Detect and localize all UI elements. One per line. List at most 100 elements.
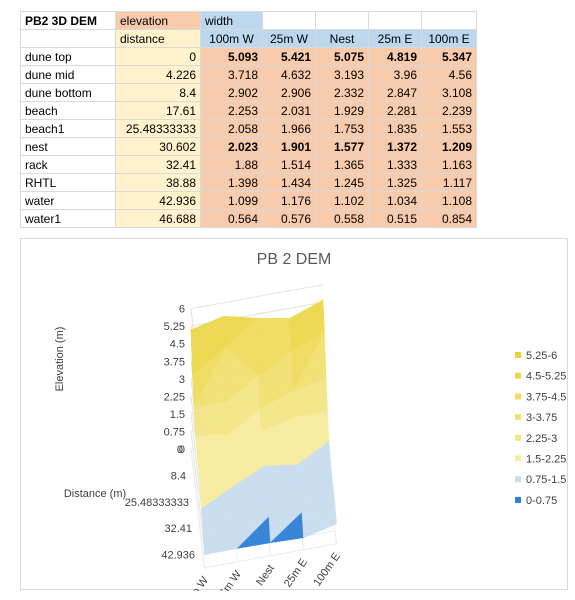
elevation-cell: 1.398	[200, 173, 263, 192]
z-tick-label: 6	[179, 304, 185, 316]
elevation-cell: 2.058	[200, 119, 263, 138]
elevation-cell: 1.245	[315, 173, 369, 192]
elevation-cell: 4.819	[368, 47, 422, 66]
elevation-cell: 2.281	[368, 101, 422, 120]
distance-cell: 4.226	[115, 65, 201, 84]
legend-swatch	[515, 496, 521, 503]
depth-tick-label: 32.41	[164, 523, 192, 535]
distance-header: distance	[115, 29, 201, 48]
table-row: beach 17.61 2.253 2.031 1.929 2.281 2.239	[20, 101, 477, 120]
legend-swatch	[515, 352, 521, 358]
z-tick-label: 1.5	[170, 409, 185, 421]
distance-cell: 17.61	[115, 101, 201, 120]
surface-chart: PB 2 DEM00.751.52.2533.754.55.25608.425.…	[54, 251, 566, 591]
elevation-cell: 1.835	[368, 119, 422, 138]
legend-swatch	[515, 455, 521, 462]
depth-axis-title: Distance (m)	[64, 488, 126, 500]
depth-tick-label: 0	[177, 444, 183, 456]
legend-swatch	[515, 434, 521, 441]
elevation-cell: 0.564	[200, 209, 263, 228]
legend-item: 0-0.75	[526, 495, 557, 507]
elevation-cell: 1.434	[262, 173, 316, 192]
elevation-cell: 1.209	[421, 137, 477, 156]
elevation-cell: 1.102	[315, 191, 369, 210]
table-row: dune top 0 5.093 5.421 5.075 4.819 5.347	[20, 47, 477, 66]
elevation-cell: 4.632	[262, 65, 316, 84]
x-tick-label: 100m W	[178, 574, 212, 591]
legend-item: 1.5-2.25	[526, 454, 566, 466]
legend-item: 0.75-1.5	[526, 474, 566, 486]
surface-facet	[303, 504, 337, 539]
z-tick-label: 2.25	[164, 391, 185, 403]
elevation-cell: 3.108	[421, 83, 477, 102]
width-column-header: 25m W	[262, 29, 316, 48]
row-label: rack	[20, 155, 116, 174]
depth-tick-label: 8.4	[171, 470, 186, 482]
elevation-cell: 3.193	[315, 65, 369, 84]
elevation-cell: 0.854	[421, 209, 477, 228]
row-label: dune bottom	[20, 83, 116, 102]
floor-gridline	[190, 448, 205, 568]
distance-cell: 38.88	[115, 173, 201, 192]
elevation-cell: 1.163	[421, 155, 477, 174]
row-label: water	[20, 191, 116, 210]
width-column-header: 100m E	[421, 29, 477, 48]
dem-table: PB2 3D DEM elevation width distance 100m W 25…	[20, 11, 477, 228]
width-header: width	[200, 11, 263, 30]
elevation-cell: 1.365	[315, 155, 369, 174]
x-tick-label: Nest	[254, 563, 277, 588]
gridline	[190, 431, 205, 551]
legend-item: 5.25-6	[526, 350, 557, 362]
elevation-cell: 5.093	[200, 47, 263, 66]
elevation-cell: 1.099	[200, 191, 263, 210]
legend-item: 3.75-4.5	[526, 391, 566, 403]
z-tick-label: 3.75	[164, 356, 185, 368]
elevation-cell: 1.325	[368, 173, 422, 192]
legend-item: 4.5-5.25	[526, 371, 566, 383]
table-row: water 42.936 1.099 1.176 1.102 1.034 1.108	[20, 191, 477, 210]
table-row: dune mid 4.226 3.718 4.632 3.193 3.96 4.56	[20, 65, 477, 84]
z-tick-label: 3	[179, 374, 185, 386]
chart-area: PB 2 DEM 0 0.75 1.5 2.25 3 3.75 4.5 5.25 6 0 8.4 25.…	[20, 238, 568, 591]
elevation-cell: 2.031	[262, 101, 316, 120]
z-tick-label: 0	[179, 444, 185, 456]
width-column-header: Nest	[315, 29, 369, 48]
table-row: nest 30.602 2.023 1.901 1.577 1.372 1.209	[20, 137, 477, 156]
z-axis-title: Elevation (m)	[54, 327, 66, 392]
elevation-cell: 2.847	[368, 83, 422, 102]
distance-cell: 42.936	[115, 191, 201, 210]
elevation-cell: 0.558	[315, 209, 369, 228]
elevation-cell: 1.929	[315, 101, 369, 120]
empty-cell	[315, 11, 369, 30]
chart-title: PB 2 DEM	[257, 251, 332, 268]
elevation-cell: 1.176	[262, 191, 316, 210]
elevation-cell: 1.333	[368, 155, 422, 174]
row-label: dune top	[20, 47, 116, 66]
elevation-cell: 1.553	[421, 119, 477, 138]
elevation-cell: 5.075	[315, 47, 369, 66]
row-label: water1	[20, 209, 116, 228]
elevation-cell: 2.239	[421, 101, 477, 120]
x-tick-label: 25m W	[214, 568, 244, 591]
elevation-cell: 1.577	[315, 137, 369, 156]
row-label: beach	[20, 101, 116, 120]
empty-cell	[20, 29, 116, 48]
elevation-cell: 1.034	[368, 191, 422, 210]
distance-cell: 46.688	[115, 209, 201, 228]
distance-cell: 32.41	[115, 155, 201, 174]
elevation-cell: 2.023	[200, 137, 263, 156]
elevation-cell: 0.515	[368, 209, 422, 228]
elevation-cell: 0.576	[262, 209, 316, 228]
elevation-cell: 5.347	[421, 47, 477, 66]
legend-swatch	[515, 476, 521, 483]
elevation-cell: 2.253	[200, 101, 263, 120]
z-tick-label: 4.5	[170, 339, 185, 351]
table-row: beach1 25.48333333 2.058 1.966 1.753 1.835 1.5…	[20, 119, 477, 138]
distance-cell: 30.602	[115, 137, 201, 156]
floor-gridline	[204, 543, 337, 569]
elevation-cell: 2.332	[315, 83, 369, 102]
table-title: PB2 3D DEM	[20, 11, 116, 30]
elevation-cell: 1.753	[315, 119, 369, 138]
elevation-header: elevation	[115, 11, 201, 30]
gridline	[190, 284, 324, 310]
